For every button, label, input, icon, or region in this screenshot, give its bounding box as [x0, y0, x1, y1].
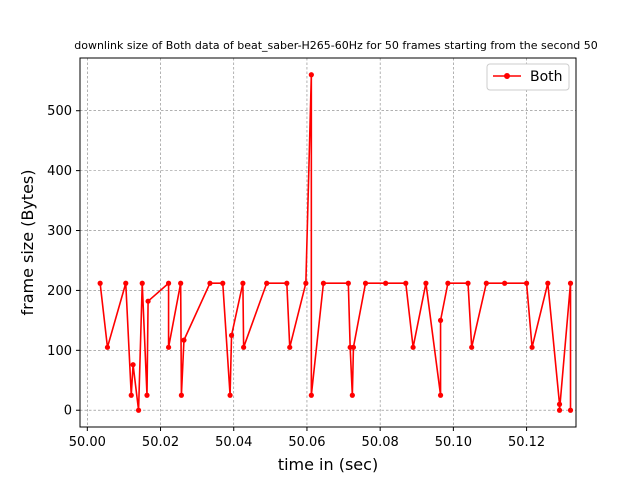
data-point — [241, 344, 247, 350]
data-point — [181, 337, 187, 343]
series-line-both — [99, 73, 572, 412]
data-point — [97, 280, 103, 286]
data-point — [556, 401, 563, 407]
x-tick-label: 50.08 — [362, 435, 399, 450]
legend-box — [486, 63, 570, 91]
data-point — [349, 392, 355, 398]
data-point — [264, 280, 270, 286]
data-point — [556, 407, 563, 413]
data-point — [437, 392, 444, 398]
y-axis-label: frame size (Bytes) — [18, 169, 37, 315]
data-point — [523, 280, 530, 286]
data-point — [410, 344, 416, 350]
data-point — [144, 392, 150, 398]
data-point — [228, 332, 235, 338]
data-point — [483, 280, 489, 286]
data-point — [227, 392, 233, 398]
data-point — [469, 344, 475, 350]
data-point — [284, 280, 290, 286]
series-layer — [97, 72, 574, 413]
x-axis-ticks: 50.00 50.02 50.04 50.06 50.08 50.10 50.12 — [69, 427, 545, 450]
x-tick-label: 50.02 — [142, 435, 179, 450]
x-tick-label: 50.12 — [508, 435, 545, 450]
data-point — [178, 280, 184, 286]
data-point — [502, 280, 508, 286]
data-point — [567, 407, 574, 413]
legend: Both — [486, 63, 570, 91]
data-point — [308, 72, 314, 78]
data-point — [130, 362, 136, 368]
data-point — [383, 280, 389, 286]
legend-label-both: Both — [530, 69, 563, 85]
y-tick-label: 300 — [47, 224, 72, 239]
y-tick-label: 100 — [47, 344, 72, 359]
data-point — [350, 344, 357, 350]
data-point — [345, 280, 351, 286]
data-point — [104, 344, 111, 350]
data-point — [308, 392, 314, 398]
data-point — [220, 280, 226, 286]
data-point — [287, 344, 293, 350]
x-axis-label: time in (sec) — [278, 455, 378, 474]
data-point — [128, 392, 134, 398]
x-tick-label: 50.04 — [215, 435, 252, 450]
data-point — [145, 298, 151, 304]
plot-area-frame — [79, 57, 577, 428]
data-point — [567, 280, 574, 286]
y-tick-label: 200 — [47, 284, 72, 299]
data-point — [165, 344, 172, 350]
data-point — [529, 344, 535, 350]
data-point — [240, 280, 246, 286]
data-point — [165, 280, 172, 286]
data-point — [207, 280, 213, 286]
x-tick-label: 50.00 — [69, 435, 106, 450]
data-point — [437, 317, 444, 323]
data-point — [423, 280, 429, 286]
y-tick-label: 0 — [64, 404, 72, 419]
data-point — [445, 280, 451, 286]
data-point — [320, 280, 327, 286]
data-point — [123, 280, 129, 286]
x-tick-label: 50.06 — [288, 435, 325, 450]
y-axis-ticks: 0 100 200 300 400 500 — [47, 104, 80, 419]
data-point — [545, 280, 551, 286]
data-point — [139, 280, 145, 286]
y-tick-label: 400 — [47, 164, 72, 179]
data-point — [403, 280, 409, 286]
data-point — [303, 280, 309, 286]
data-point — [465, 280, 471, 286]
data-point — [178, 392, 184, 398]
y-tick-label: 500 — [47, 104, 72, 119]
data-point — [135, 407, 142, 413]
x-tick-label: 50.10 — [435, 435, 472, 450]
legend-marker-both — [504, 73, 510, 79]
chart-title: downlink size of Both data of beat_saber… — [74, 39, 598, 52]
data-point — [362, 280, 369, 286]
